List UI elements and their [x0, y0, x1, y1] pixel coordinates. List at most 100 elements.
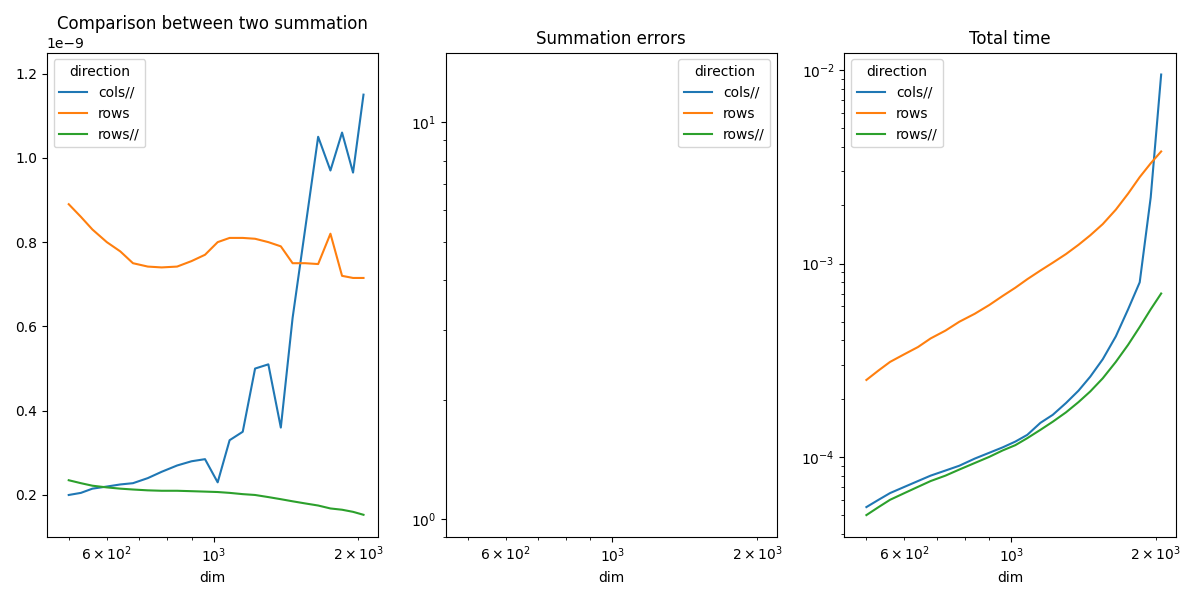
rows — [140, 263, 155, 270]
cols// — [1020, 431, 1034, 439]
X-axis label: dim: dim — [199, 571, 226, 585]
cols// — [248, 365, 263, 372]
rows// — [1144, 305, 1158, 313]
rows// — [1084, 388, 1098, 395]
rows// — [1058, 409, 1073, 416]
X-axis label: dim: dim — [997, 571, 1024, 585]
Legend: cols//, rows, rows//: cols//, rows, rows// — [678, 59, 770, 148]
Line: rows//: rows// — [68, 480, 364, 515]
cols// — [335, 129, 349, 136]
cols// — [1008, 438, 1022, 445]
rows// — [1072, 398, 1086, 406]
X-axis label: dim: dim — [598, 571, 624, 585]
cols// — [222, 437, 236, 444]
rows — [85, 226, 100, 233]
cols// — [126, 479, 140, 487]
rows// — [248, 491, 263, 499]
rows — [298, 260, 312, 267]
cols// — [1109, 333, 1123, 340]
rows — [967, 310, 982, 317]
cols// — [1045, 411, 1060, 418]
rows// — [286, 498, 300, 505]
rows — [1144, 160, 1158, 167]
cols// — [323, 167, 337, 174]
rows// — [113, 485, 127, 492]
rows — [61, 200, 76, 208]
cols// — [346, 169, 360, 176]
rows// — [100, 484, 114, 491]
rows — [1045, 259, 1060, 266]
rows// — [222, 489, 236, 496]
rows — [286, 260, 300, 267]
rows — [346, 274, 360, 281]
cols// — [73, 489, 88, 496]
cols// — [235, 428, 250, 436]
rows// — [126, 486, 140, 493]
cols// — [1144, 194, 1158, 201]
Line: rows: rows — [68, 204, 364, 278]
rows// — [883, 496, 898, 503]
rows// — [335, 506, 349, 514]
rows — [323, 230, 337, 238]
rows — [952, 318, 966, 325]
Line: cols//: cols// — [68, 95, 364, 495]
rows// — [85, 482, 100, 490]
rows — [1058, 250, 1073, 257]
rows// — [61, 476, 76, 484]
cols// — [898, 483, 912, 490]
cols// — [924, 472, 938, 479]
cols// — [967, 455, 982, 462]
rows — [73, 213, 88, 220]
cols// — [871, 496, 886, 503]
Line: rows: rows — [866, 151, 1162, 380]
cols// — [1033, 419, 1048, 427]
rows// — [1033, 426, 1048, 433]
rows — [222, 235, 236, 242]
rows — [198, 251, 212, 259]
rows — [1133, 173, 1147, 181]
cols// — [286, 314, 300, 322]
rows — [185, 257, 199, 265]
rows// — [859, 511, 874, 518]
rows// — [1096, 374, 1110, 382]
Legend: cols//, rows, rows//: cols//, rows, rows// — [851, 59, 943, 148]
cols// — [100, 483, 114, 490]
cols// — [210, 479, 224, 486]
cols// — [859, 503, 874, 511]
cols// — [1058, 400, 1073, 407]
rows — [1020, 275, 1034, 283]
rows// — [967, 460, 982, 467]
Line: cols//: cols// — [866, 74, 1162, 507]
cols// — [155, 468, 169, 475]
rows// — [311, 502, 325, 509]
rows — [1008, 284, 1022, 292]
rows// — [952, 466, 966, 473]
rows// — [323, 505, 337, 512]
rows// — [898, 490, 912, 497]
rows — [898, 350, 912, 358]
rows// — [346, 508, 360, 515]
rows — [859, 376, 874, 383]
rows — [274, 243, 288, 250]
cols// — [356, 91, 371, 98]
cols// — [996, 444, 1010, 451]
rows — [883, 358, 898, 365]
rows// — [73, 479, 88, 487]
rows// — [185, 488, 199, 495]
rows// — [924, 478, 938, 485]
rows// — [911, 483, 925, 490]
rows// — [140, 487, 155, 494]
rows — [871, 367, 886, 374]
rows// — [155, 487, 169, 494]
cols// — [1084, 373, 1098, 380]
cols// — [170, 462, 185, 469]
cols// — [198, 455, 212, 463]
cols// — [911, 478, 925, 485]
rows — [210, 239, 224, 246]
cols// — [938, 467, 953, 474]
cols// — [311, 133, 325, 140]
rows// — [1133, 323, 1147, 331]
rows — [113, 248, 127, 255]
Line: rows//: rows// — [866, 293, 1162, 515]
cols// — [113, 481, 127, 488]
